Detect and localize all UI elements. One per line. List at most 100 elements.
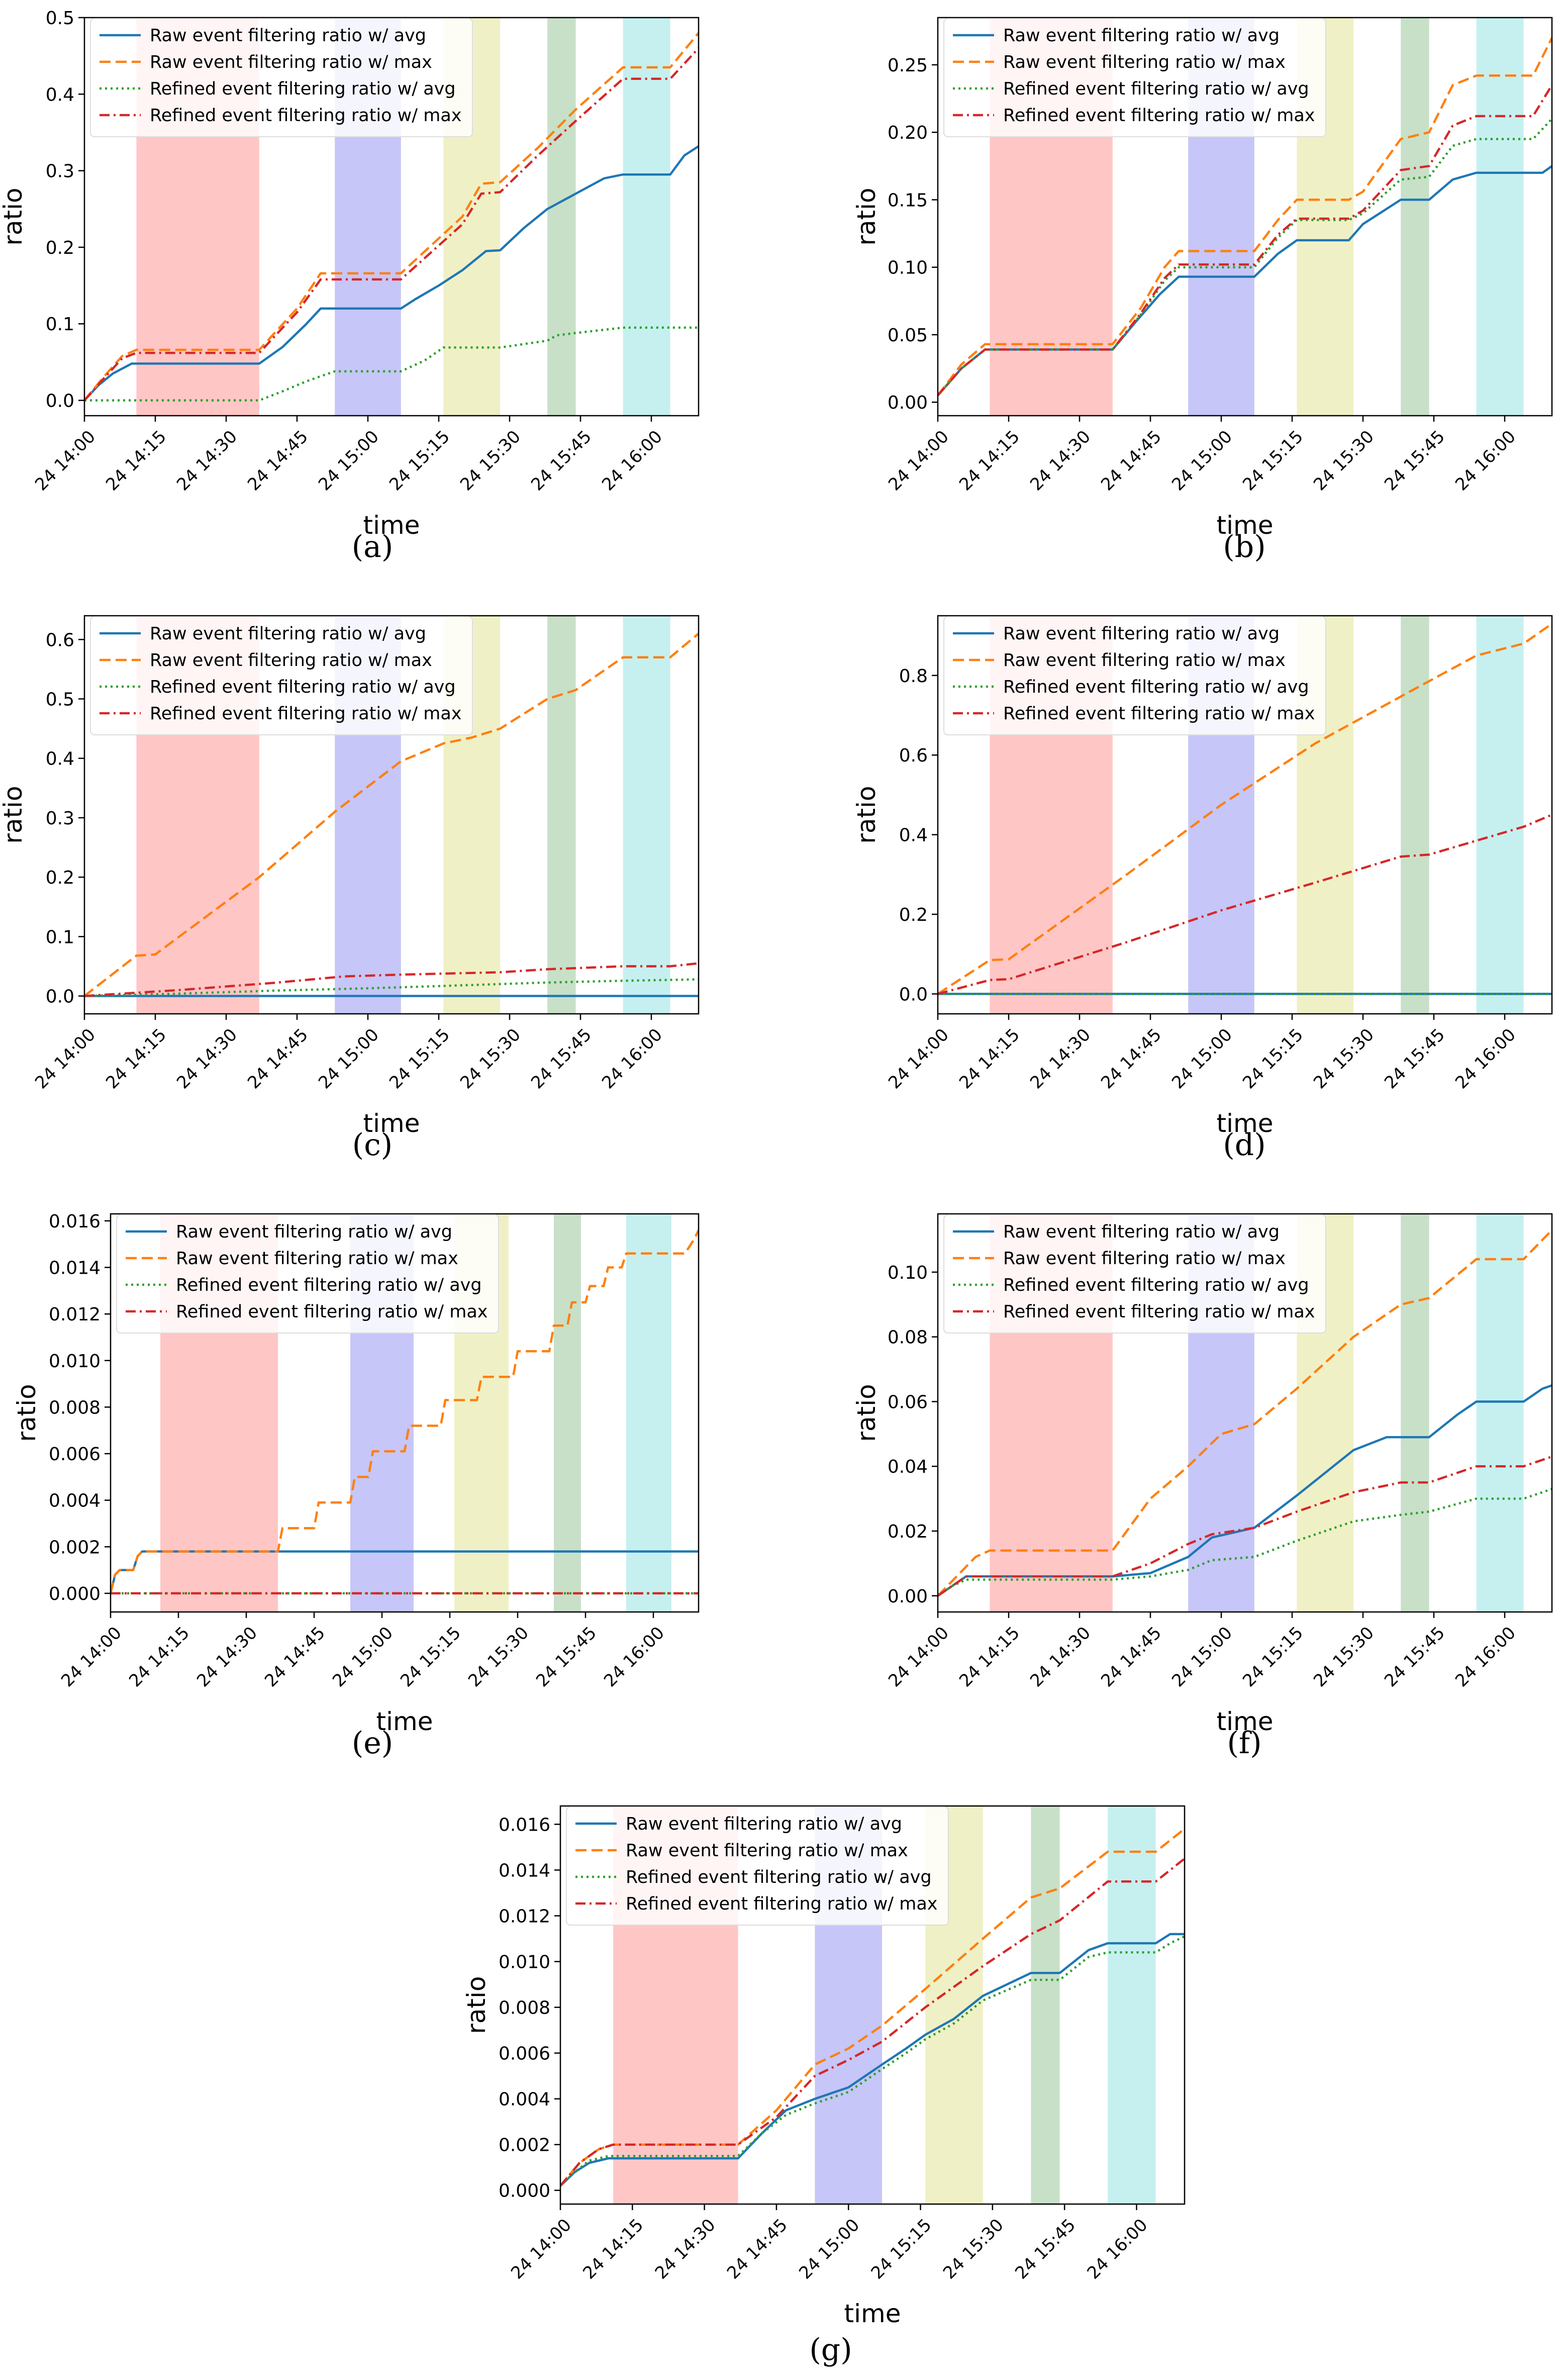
series-line-raw-max	[84, 632, 699, 997]
y-tick-label: 0.0	[899, 984, 928, 1005]
y-tick-label: 0.4	[899, 825, 928, 846]
legend-box	[943, 18, 1326, 137]
highlight-band-4	[1401, 18, 1429, 416]
y-axis-label: ratio	[462, 1976, 491, 2034]
panel-caption: (g)	[809, 2332, 852, 2367]
legend-label: Refined event filtering ratio w/ max	[626, 1894, 937, 1914]
legend: Raw event filtering ratio w/ avg Raw even…	[943, 1214, 1326, 1334]
x-tick-label: 24 15:30	[939, 2215, 1008, 2283]
y-tick-label: 0.012	[49, 1304, 101, 1325]
y-tick-label: 0.5	[46, 8, 74, 29]
legend-label: Raw event filtering ratio w/ avg	[150, 26, 426, 46]
x-tick-label: 24 15:15	[1239, 1025, 1307, 1093]
plot-frame	[937, 17, 1553, 417]
x-tick-label: 24 14:00	[507, 2215, 575, 2283]
series-line-raw-avg	[560, 1933, 1185, 2187]
y-tick-label: 0.008	[499, 1998, 550, 2019]
legend: Raw event filtering ratio w/ avg Raw even…	[116, 1214, 499, 1334]
x-tick-label: 24 15:45	[1011, 2215, 1080, 2283]
highlight-band-4	[547, 616, 576, 1014]
y-tick-label: 0.10	[888, 1263, 928, 1283]
panel-caption: (a)	[352, 529, 394, 564]
x-axis-label: time	[1217, 1707, 1274, 1736]
legend-label: Raw event filtering ratio w/ avg	[626, 1814, 902, 1834]
y-tick-label: 0.06	[888, 1392, 928, 1412]
y-tick-label: 0.2	[46, 238, 74, 258]
y-tick-label: 0.2	[46, 868, 74, 888]
legend-label: Refined event filtering ratio w/ max	[1003, 1302, 1315, 1322]
y-tick-label: 0.2	[899, 905, 928, 925]
x-tick-label: 24 16:00	[1451, 1623, 1520, 1691]
legend-label: Raw event filtering ratio w/ max	[1003, 52, 1286, 72]
highlight-band-5	[1108, 1806, 1156, 2204]
chart-panel-e: 0.000 0.002 0.004 0.006 0.008 0.010 0.012 0.014…	[12, 1211, 700, 1761]
y-axis-label: ratio	[0, 786, 28, 843]
y-tick-label: 0.3	[46, 161, 74, 182]
y-tick-label: 0.010	[499, 1952, 550, 1973]
x-tick-label: 24 16:00	[598, 427, 666, 495]
y-tick-label: 0.002	[49, 1537, 101, 1558]
series-line-raw-max	[938, 622, 1552, 995]
legend-label: Refined event filtering ratio w/ max	[1003, 106, 1315, 126]
x-tick-label: 24 15:00	[315, 427, 383, 495]
x-tick-label: 24 15:00	[795, 2215, 863, 2283]
legend-label: Refined event filtering ratio w/ avg	[1003, 79, 1309, 99]
x-tick-label: 24 15:15	[385, 427, 454, 495]
chart-panel-d: 0.00.20.40.60.824 14:00 24 14:15 24 14:30 2…	[852, 615, 1553, 1163]
series-line-raw-max	[84, 32, 699, 401]
series-line-refined-max	[84, 47, 699, 401]
series-line-raw-max	[560, 1828, 1185, 2187]
legend-label: Refined event filtering ratio w/ max	[150, 704, 461, 724]
panel-caption: (d)	[1223, 1127, 1265, 1163]
highlight-band-5	[1476, 18, 1524, 416]
legend-box	[90, 616, 473, 735]
legend-label: Raw event filtering ratio w/ max	[1003, 1249, 1286, 1269]
y-tick-label: 0.15	[888, 190, 928, 211]
x-axis-label: time	[376, 1707, 433, 1736]
legend-label: Raw event filtering ratio w/ max	[626, 1841, 908, 1861]
legend-label: Raw event filtering ratio w/ max	[150, 52, 432, 72]
plot-frame	[937, 1213, 1553, 1613]
plot-frame	[83, 615, 700, 1015]
panel-caption: (b)	[1223, 529, 1265, 564]
y-tick-label: 0.010	[49, 1351, 101, 1372]
x-axis-label: time	[363, 1109, 420, 1138]
series-line-refined-avg	[84, 326, 699, 402]
highlight-band-5	[626, 1214, 671, 1612]
x-tick-label: 24 15:45	[527, 1025, 596, 1093]
x-tick-label: 24 16:00	[598, 1025, 666, 1093]
y-tick-label: 0.6	[899, 745, 928, 766]
x-tick-label: 24 14:15	[102, 427, 170, 495]
y-tick-label: 0.5	[46, 689, 74, 710]
legend: Raw event filtering ratio w/ avg Raw even…	[90, 18, 473, 137]
panel-caption: (f)	[1227, 1726, 1261, 1761]
highlight-band-5	[1476, 1214, 1524, 1612]
legend-label: Raw event filtering ratio w/ avg	[1003, 26, 1280, 46]
x-tick-label: 24 14:00	[885, 1623, 953, 1691]
x-tick-label: 24 14:30	[1026, 1623, 1095, 1691]
x-tick-label: 24 15:30	[1310, 1025, 1378, 1093]
y-tick-label: 0.016	[49, 1211, 101, 1232]
series-line-raw-max	[938, 1229, 1552, 1597]
highlight-band-4	[1031, 1806, 1060, 2204]
legend-label: Refined event filtering ratio w/ max	[1003, 704, 1315, 724]
legend-box	[116, 1214, 499, 1334]
y-axis-label: ratio	[12, 1384, 41, 1442]
y-tick-label: 0.0	[46, 987, 74, 1007]
y-axis-label: ratio	[0, 187, 28, 245]
panel-caption: (e)	[352, 1726, 393, 1761]
x-tick-label: 24 16:00	[1451, 1025, 1520, 1093]
plot-frame	[937, 615, 1553, 1015]
x-tick-label: 24 15:45	[1381, 1623, 1449, 1691]
y-tick-label: 0.4	[46, 84, 74, 105]
x-axis-label: time	[1217, 511, 1274, 540]
x-tick-label: 24 14:15	[955, 1025, 1024, 1093]
x-tick-label: 24 15:15	[1239, 1623, 1307, 1691]
legend-label: Refined event filtering ratio w/ avg	[150, 677, 456, 697]
x-tick-label: 24 16:00	[1451, 427, 1520, 495]
series-line-refined-max	[560, 1857, 1185, 2187]
series-line-refined-avg	[938, 118, 1552, 397]
y-tick-label: 0.4	[46, 749, 74, 770]
series-line-refined-max	[938, 84, 1552, 397]
legend-label: Raw event filtering ratio w/ max	[1003, 650, 1286, 671]
